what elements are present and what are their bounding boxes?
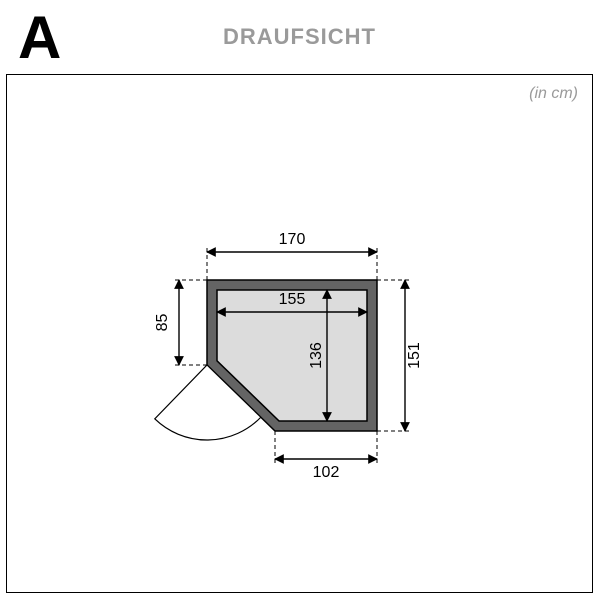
floorplan-diagram: 170 155 151 136 85 102: [7, 75, 592, 592]
page-container: A DRAUFSICHT (in cm) 170 155 151 136 85 102: [0, 0, 599, 599]
svg-text:170: 170: [279, 231, 306, 248]
svg-text:136: 136: [308, 342, 325, 369]
unit-note: (in cm): [529, 85, 578, 103]
page-title: DRAUFSICHT: [0, 24, 599, 50]
svg-text:155: 155: [279, 291, 306, 308]
diagram-frame: (in cm) 170 155 151 136 85 102: [6, 74, 593, 593]
svg-text:102: 102: [313, 464, 340, 481]
header: A DRAUFSICHT: [0, 0, 599, 74]
svg-text:151: 151: [406, 342, 423, 369]
svg-text:85: 85: [154, 314, 171, 332]
